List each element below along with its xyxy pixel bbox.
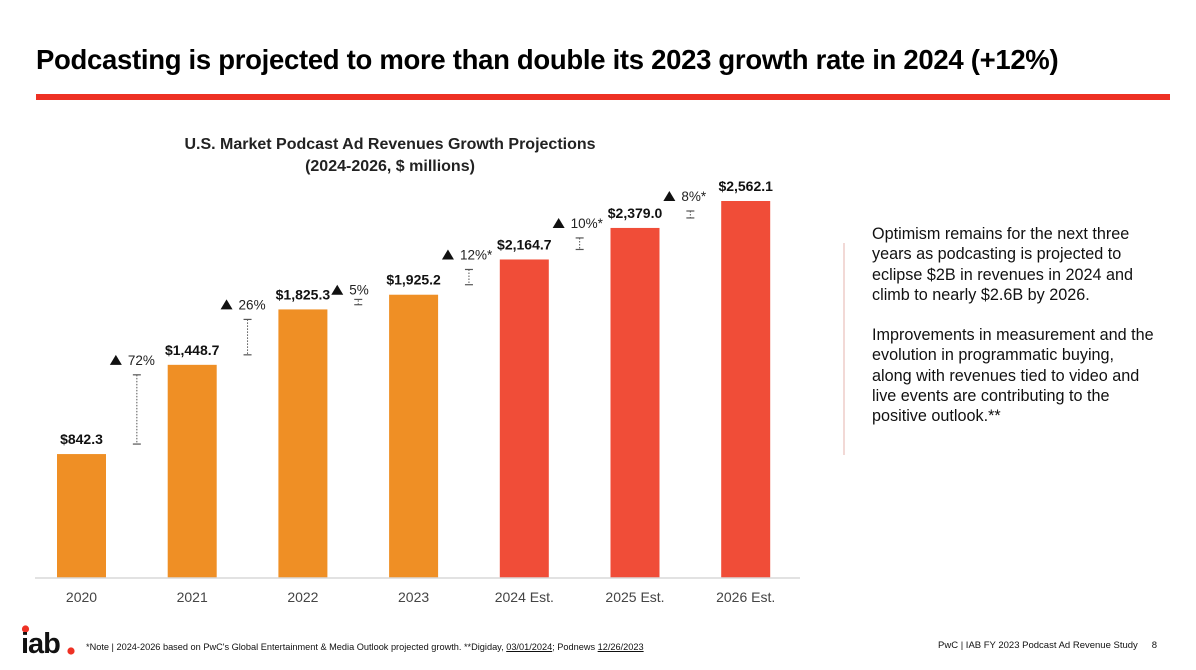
chart-title-main: U.S. Market Podcast Ad Revenues Growth P…	[184, 136, 596, 153]
commentary-paragraph-2: Improvements in measurement and the evol…	[872, 326, 1154, 426]
growth-annotation: 5%	[331, 283, 369, 306]
growth-annotation: 8%*	[663, 189, 707, 219]
bar-2022	[278, 309, 328, 578]
footnote-link-podnews[interactable]: 12/26/2023	[597, 642, 644, 652]
slide-title: Podcasting is projected to more than dou…	[36, 44, 1059, 75]
x-tick-label: 2023	[398, 589, 429, 605]
up-triangle-icon	[441, 249, 454, 260]
title-underline	[36, 94, 1170, 100]
data-label: $1,825.3	[276, 286, 331, 302]
footer-source-text: PwC | IAB FY 2023 Podcast Ad Revenue Stu…	[938, 640, 1138, 651]
x-tick-label: 2020	[66, 589, 97, 605]
growth-label: 8%*	[681, 189, 707, 204]
chart-subtitle: (2024-2026, $ millions)	[305, 158, 475, 175]
footnote: *Note | 2024-2026 based on PwC's Global …	[86, 642, 644, 652]
footer-source: PwC | IAB FY 2023 Podcast Ad Revenue Stu…	[938, 640, 1157, 651]
data-label: $2,562.1	[718, 178, 773, 194]
iab-logo-text: iab	[21, 628, 60, 658]
up-triangle-icon	[109, 354, 122, 365]
x-tick-labels-layer: 2020 2021 2022 2023 2024 Est. 2025 Est. 2026 E…	[66, 589, 775, 605]
x-tick-label: 2024 Est.	[495, 589, 554, 605]
growth-annotations-layer: 72% 26% 5% 12%* 10%* 8%*	[109, 189, 707, 445]
data-label: $2,164.7	[497, 236, 552, 252]
iab-logo: iab	[21, 625, 75, 658]
growth-annotation: 12%*	[441, 247, 493, 286]
vertical-divider	[843, 243, 845, 455]
data-label: $1,448.7	[165, 342, 220, 358]
growth-annotation: 10%*	[552, 216, 604, 251]
footnote-text: *Note | 2024-2026 based on PwC's Global …	[86, 642, 507, 652]
commentary-text: Optimism remains for the next three year…	[872, 224, 1157, 447]
bar-2023	[389, 294, 439, 578]
data-label: $1,925.2	[386, 272, 441, 288]
x-tick-label: 2022	[287, 589, 318, 605]
bar-chart: $842.3 $1,448.7 $1,825.3 $1,925.2 $2,164.7 $2…	[35, 178, 800, 605]
x-tick-label: 2025 Est.	[605, 589, 664, 605]
bar-2020	[57, 454, 106, 578]
chart-title: U.S. Market Podcast Ad Revenues Growth P…	[140, 134, 640, 178]
growth-label: 12%*	[460, 247, 493, 262]
up-triangle-icon	[220, 299, 233, 310]
bar-2025est	[610, 227, 660, 578]
up-triangle-icon	[552, 217, 565, 228]
growth-annotation: 26%	[220, 297, 266, 356]
page-number: 8	[1151, 640, 1158, 651]
growth-label: 10%*	[571, 216, 604, 231]
growth-label: 72%	[128, 353, 155, 368]
growth-label: 26%	[239, 297, 266, 312]
bar-2026est	[721, 201, 771, 578]
iab-logo-dot-icon	[21, 625, 30, 633]
footnote-text-mid: ; Podnews	[552, 642, 598, 652]
commentary-paragraph-1: Optimism remains for the next three year…	[872, 225, 1133, 304]
bars-layer: $842.3 $1,448.7 $1,825.3 $1,925.2 $2,164.7 $2…	[57, 178, 773, 578]
iab-logo-period-icon	[67, 647, 75, 655]
data-label: $842.3	[60, 431, 103, 447]
bar-2021	[167, 364, 217, 578]
up-triangle-icon	[663, 191, 676, 201]
up-triangle-icon	[331, 284, 344, 295]
bar-2024est	[499, 259, 549, 578]
footnote-link-digiday[interactable]: 03/01/2024	[506, 642, 553, 652]
x-tick-label: 2026 Est.	[716, 589, 775, 605]
x-tick-label: 2021	[177, 589, 208, 605]
growth-annotation: 72%	[109, 353, 155, 445]
data-label: $2,379.0	[608, 205, 663, 221]
growth-label: 5%	[349, 283, 369, 298]
